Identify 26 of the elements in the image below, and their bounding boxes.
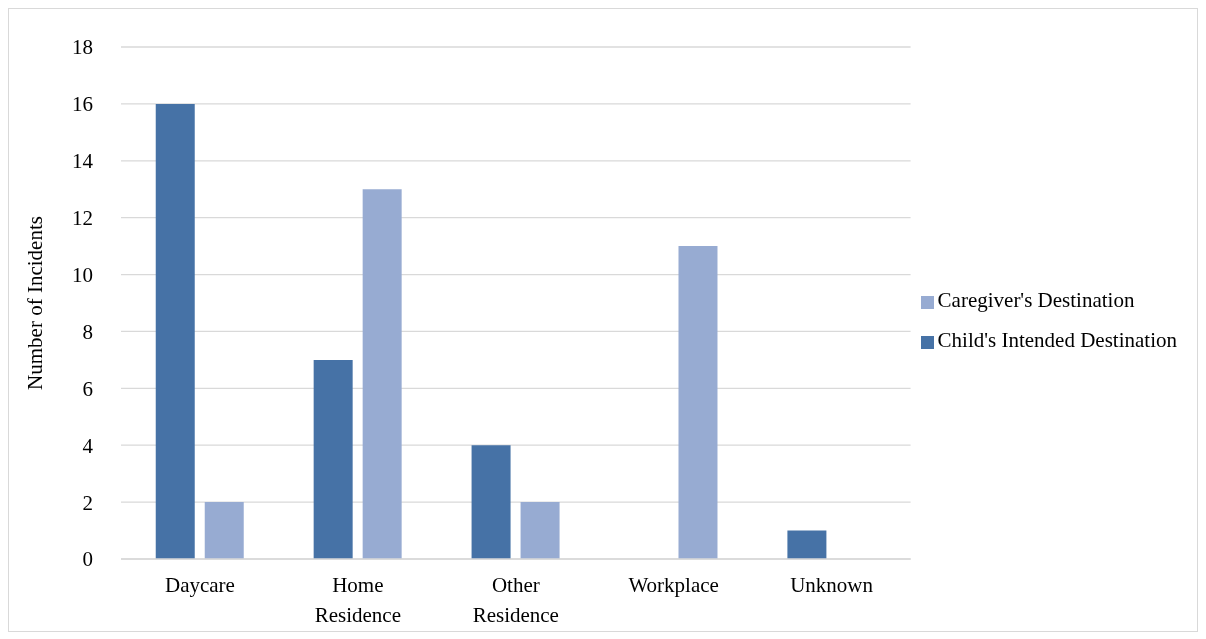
y-tick-label: 18 [72,35,93,60]
x-tick-label: Unknown [790,572,874,597]
bar [520,502,560,559]
legend-label: Child's Intended Destination [937,328,1177,352]
bar [362,189,402,559]
y-tick-label: 4 [82,433,94,458]
y-tick-label: 16 [72,92,93,117]
y-axis-title: Number of Incidents [23,216,48,390]
y-tick-label: 8 [82,319,93,344]
bar [204,502,244,559]
legend-label: Caregiver's Destination [937,288,1135,312]
y-tick-label: 2 [82,490,93,515]
bar [155,103,195,559]
y-tick-label: 6 [82,376,93,401]
x-tick-label: Workplace [628,572,719,597]
x-tick-label: Home Residence [314,572,402,627]
x-tick-label: Daycare [164,572,235,597]
bar [313,359,353,559]
bar [678,246,718,559]
bar [787,530,827,559]
x-tick-label: Other Residence [472,572,559,627]
y-tick-label: 10 [72,263,93,288]
bar [471,445,511,559]
y-tick-label: 12 [72,206,93,231]
y-tick-label: 14 [72,149,94,174]
y-tick-label: 0 [82,547,93,572]
